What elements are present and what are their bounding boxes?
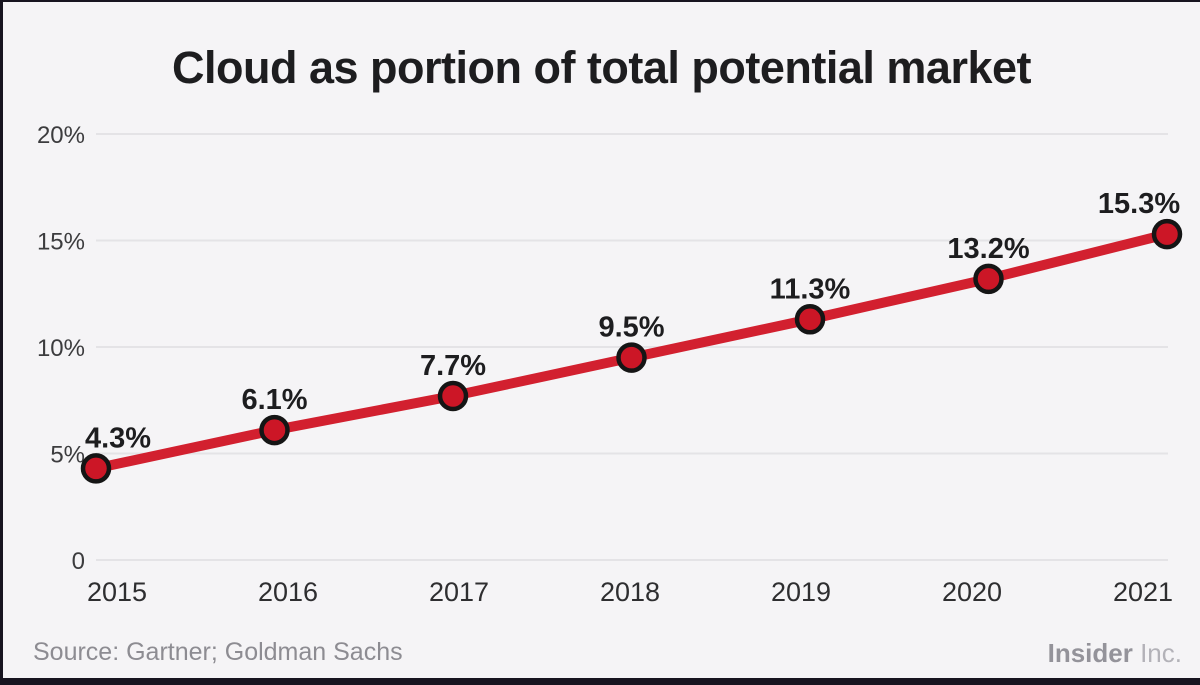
x-tick-label-2016: 2016 [258, 577, 318, 607]
data-point-2021 [1151, 218, 1183, 250]
data-point-label-2020: 13.2% [947, 233, 1029, 265]
y-tick-label-15: 15% [37, 229, 85, 256]
y-tick-label-10: 10% [37, 335, 85, 362]
x-tick-label-2018: 2018 [600, 577, 660, 607]
data-point-label-2021: 15.3% [1098, 188, 1180, 220]
y-tick-label-20: 20% [37, 122, 85, 149]
data-point-label-2015: 4.3% [85, 422, 151, 454]
x-tick-label-2017: 2017 [429, 577, 489, 607]
y-tick-label-0: 0 [72, 548, 85, 575]
x-tick-label-2020: 2020 [942, 577, 1002, 607]
x-tick-label-2015: 2015 [87, 577, 147, 607]
data-point-2018 [616, 342, 647, 373]
data-point-2016 [259, 414, 290, 446]
data-point-2019 [794, 304, 826, 335]
data-point-2017 [437, 380, 469, 412]
data-point-label-2018: 9.5% [598, 312, 664, 344]
chart-title: Cloud as portion of total potential mark… [171, 42, 1032, 93]
line-chart: 0 5% 10% 15% 20% 2015 2016 2017 2018 2019 2020 2021… [37, 122, 1183, 607]
data-point-label-2016: 6.1% [241, 384, 307, 416]
x-tick-label-2021: 2021 [1113, 577, 1173, 607]
source-note: Source: Gartner; Goldman Sachs [33, 638, 403, 666]
brand-logo: Insider Inc. [1048, 638, 1182, 669]
data-point-label-2019: 11.3% [770, 273, 851, 305]
data-point-2015 [80, 453, 112, 484]
y-tick-label-5: 5% [50, 442, 85, 469]
data-point-2020 [973, 263, 1004, 295]
brand-suffix: Inc. [1132, 638, 1182, 668]
chart-canvas: Cloud as portion of total potential mark… [3, 2, 1200, 678]
data-point-label-2017: 7.7% [420, 350, 486, 382]
x-tick-label-2019: 2019 [771, 577, 831, 607]
chart-footer: Source: Gartner; Goldman Sachs Insider I… [3, 638, 1200, 672]
brand-name: Insider [1047, 638, 1133, 668]
